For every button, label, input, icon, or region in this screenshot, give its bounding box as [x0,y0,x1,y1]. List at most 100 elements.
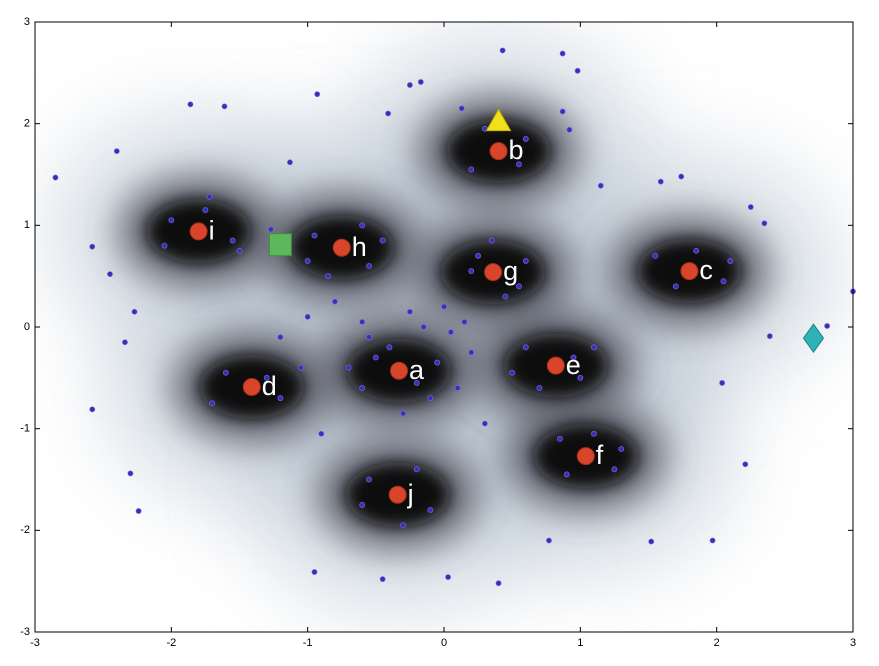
point [563,471,570,478]
point [400,522,406,529]
x-tick-label: -2 [166,637,176,649]
point [458,105,465,112]
y-tick-label: 1 [24,219,30,231]
center-label: h [352,232,367,262]
diamond-marker [802,323,825,354]
point [824,323,830,329]
point [434,359,441,366]
point [314,91,321,98]
point [761,220,768,227]
triangle-marker [485,108,512,132]
point [407,308,413,315]
point [277,334,284,341]
point [577,374,584,381]
point [325,273,332,280]
point [277,395,284,402]
point [591,430,597,437]
point [89,243,96,250]
point [107,271,113,278]
point [236,247,243,254]
point [591,344,597,351]
point [161,242,168,249]
square-marker [268,233,292,257]
center-label: j [407,479,414,509]
point [379,576,386,583]
point [366,334,372,341]
point [461,319,468,325]
point [468,268,475,274]
point [522,344,529,351]
point [359,385,366,391]
y-tick-label: -3 [20,626,30,638]
center [388,485,407,504]
center [576,447,595,466]
point [566,126,573,133]
point [304,313,311,320]
point [536,385,543,391]
point [202,207,209,213]
point [648,538,655,545]
point [447,329,454,335]
point [400,410,406,417]
point [222,369,229,376]
point [267,226,274,233]
point [359,502,366,508]
point [502,293,509,300]
point [719,380,726,386]
point [747,204,754,210]
y-tick-label: -1 [20,423,30,435]
point [304,258,311,264]
point [720,278,727,285]
point [311,569,318,575]
center [546,356,565,375]
point [611,466,618,473]
point [475,252,481,259]
point [574,67,581,74]
point [372,354,379,361]
point [417,79,424,85]
point [135,508,142,514]
point [559,50,566,57]
point [168,217,175,224]
center [390,361,409,380]
point [522,136,529,142]
center [484,263,503,282]
point [297,364,304,371]
center-label: g [503,256,518,286]
point [516,161,522,168]
marks: a b c d e f g h i j [52,47,856,587]
point [413,380,420,386]
center [242,377,261,396]
center [489,142,508,161]
point [386,344,393,351]
point [332,298,338,305]
point [413,466,420,473]
point [359,222,366,229]
point [89,406,96,413]
y-tick-label: 0 [24,321,30,333]
point [727,258,734,264]
point [229,237,236,244]
point [427,507,434,513]
center-label: b [509,135,524,165]
x-tick-label: 3 [850,637,856,649]
point [454,385,461,391]
point [516,283,522,290]
point [766,333,773,340]
point [427,395,434,402]
center-label: a [409,355,425,385]
point [499,47,506,54]
point [113,148,120,155]
point [522,258,529,264]
point [652,252,659,259]
point [221,103,228,110]
density [48,31,840,615]
point [263,374,270,381]
point [481,420,488,427]
point [345,364,352,371]
y-tick-label: -2 [20,524,30,536]
point [311,232,318,239]
point [441,303,447,310]
point [359,319,366,325]
